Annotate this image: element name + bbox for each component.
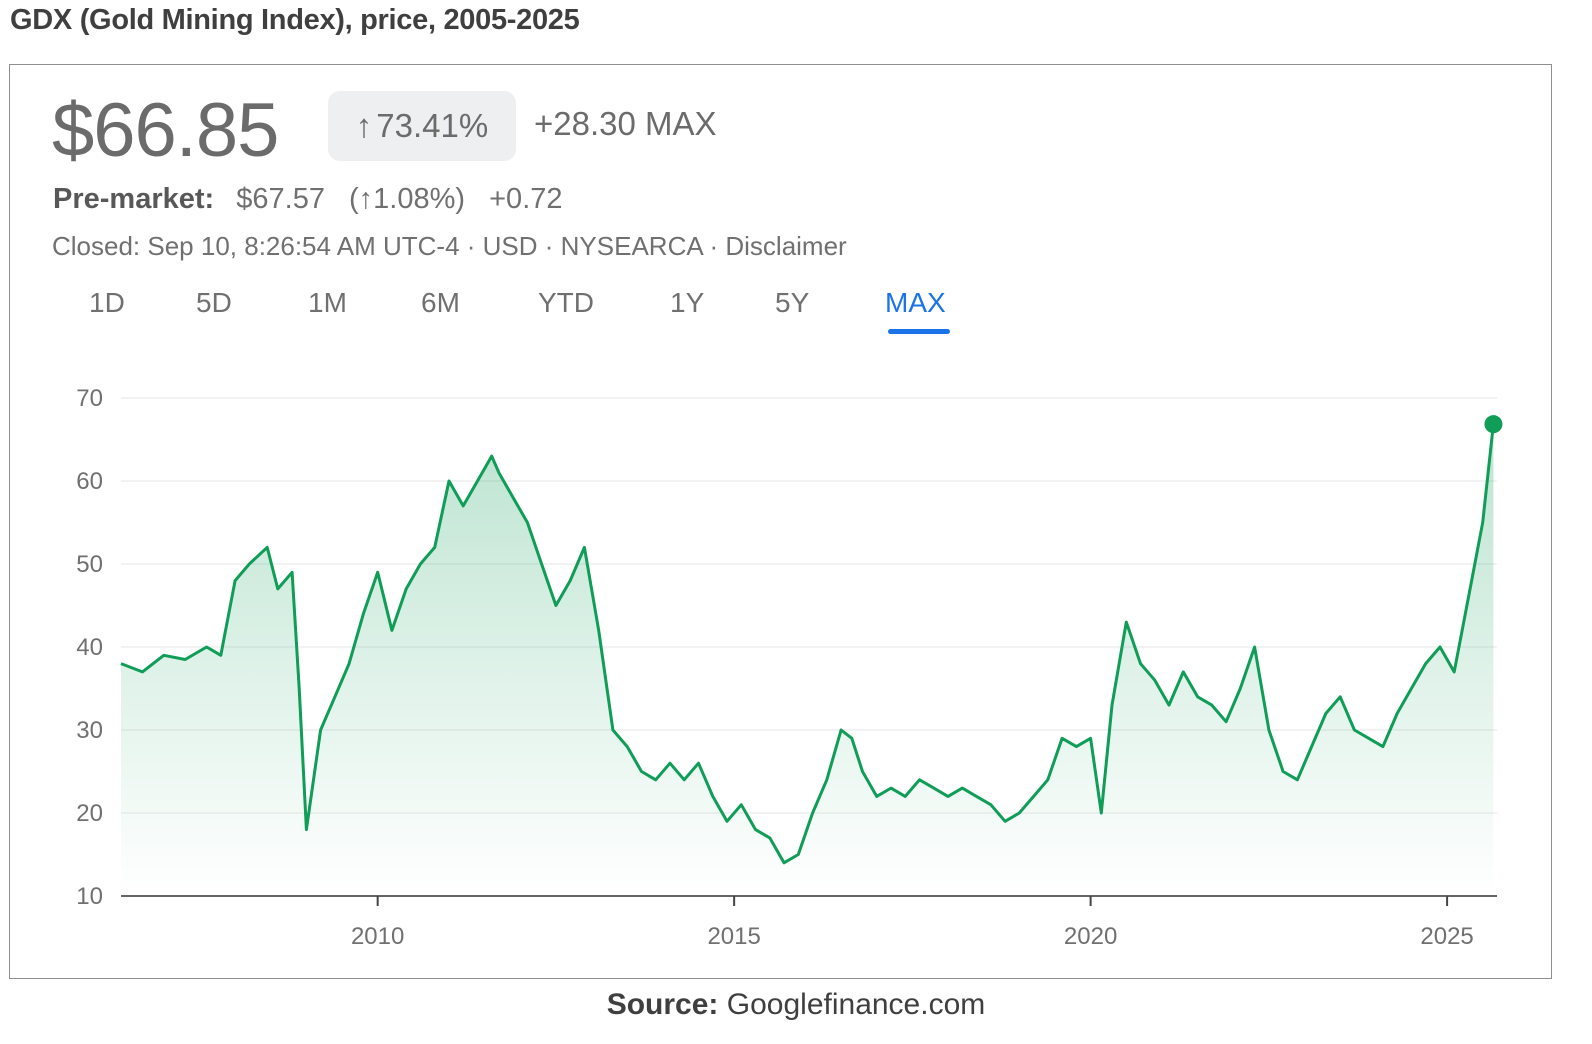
tab-1y[interactable]: 1Y (670, 287, 705, 318)
market-status-line: Closed: Sep 10, 8:26:54 AM UTC-4 · USD ·… (52, 231, 847, 261)
percent-change-value: 73.41% (376, 107, 489, 144)
y-tick-label: 30 (76, 717, 103, 744)
y-tick-label: 60 (76, 468, 103, 495)
source-value: Googlefinance.com (726, 988, 986, 1021)
y-tick-label: 50 (76, 551, 103, 578)
x-tick-label: 2015 (707, 923, 760, 950)
tab-1d[interactable]: 1D (89, 287, 125, 318)
quote-card: $66.85 ↑ 73.41% +28.30 MAX Pre-market: $… (9, 64, 1552, 979)
series-line (120, 423, 1495, 865)
source-note: Source: Googlefinance.com (0, 988, 1592, 1022)
premarket-row: Pre-market: $67.57 (↑1.08%) +0.72 (53, 183, 579, 216)
tab-5y[interactable]: 5Y (775, 287, 810, 318)
tab-ytd[interactable]: YTD (538, 287, 594, 318)
current-price: $66.85 (52, 88, 279, 173)
figure-title: GDX (Gold Mining Index), price, 2005-202… (10, 4, 580, 36)
premarket-percent: (↑1.08%) (349, 183, 466, 215)
tab-6m[interactable]: 6M (421, 287, 460, 318)
premarket-change: +0.72 (489, 183, 563, 215)
y-tick-label: 20 (76, 800, 103, 827)
active-tab-indicator (888, 329, 950, 334)
y-tick-label: 40 (76, 634, 103, 661)
absolute-change: +28.30 MAX (534, 105, 717, 142)
y-tick-label: 70 (76, 385, 103, 412)
last-price-marker (1484, 415, 1503, 434)
up-arrow-icon: ↑ (355, 107, 373, 144)
price-chart[interactable]: 10 20 30 40 50 60 70 2010 2015 2020 2025 (10, 65, 1551, 978)
series-area (121, 424, 1494, 896)
premarket-label: Pre-market: (53, 183, 215, 215)
percent-change-badge: ↑ 73.41% (328, 91, 516, 161)
premarket-price: $67.57 (236, 183, 325, 215)
x-tick-label: 2010 (351, 923, 404, 950)
y-tick-label: 10 (76, 883, 103, 910)
source-label: Source: (606, 988, 719, 1021)
x-tick-label: 2020 (1064, 923, 1117, 950)
tab-5d[interactable]: 5D (196, 287, 232, 318)
tab-max[interactable]: MAX (885, 287, 946, 318)
tab-1m[interactable]: 1M (308, 287, 347, 318)
x-tick-label: 2025 (1420, 923, 1473, 950)
